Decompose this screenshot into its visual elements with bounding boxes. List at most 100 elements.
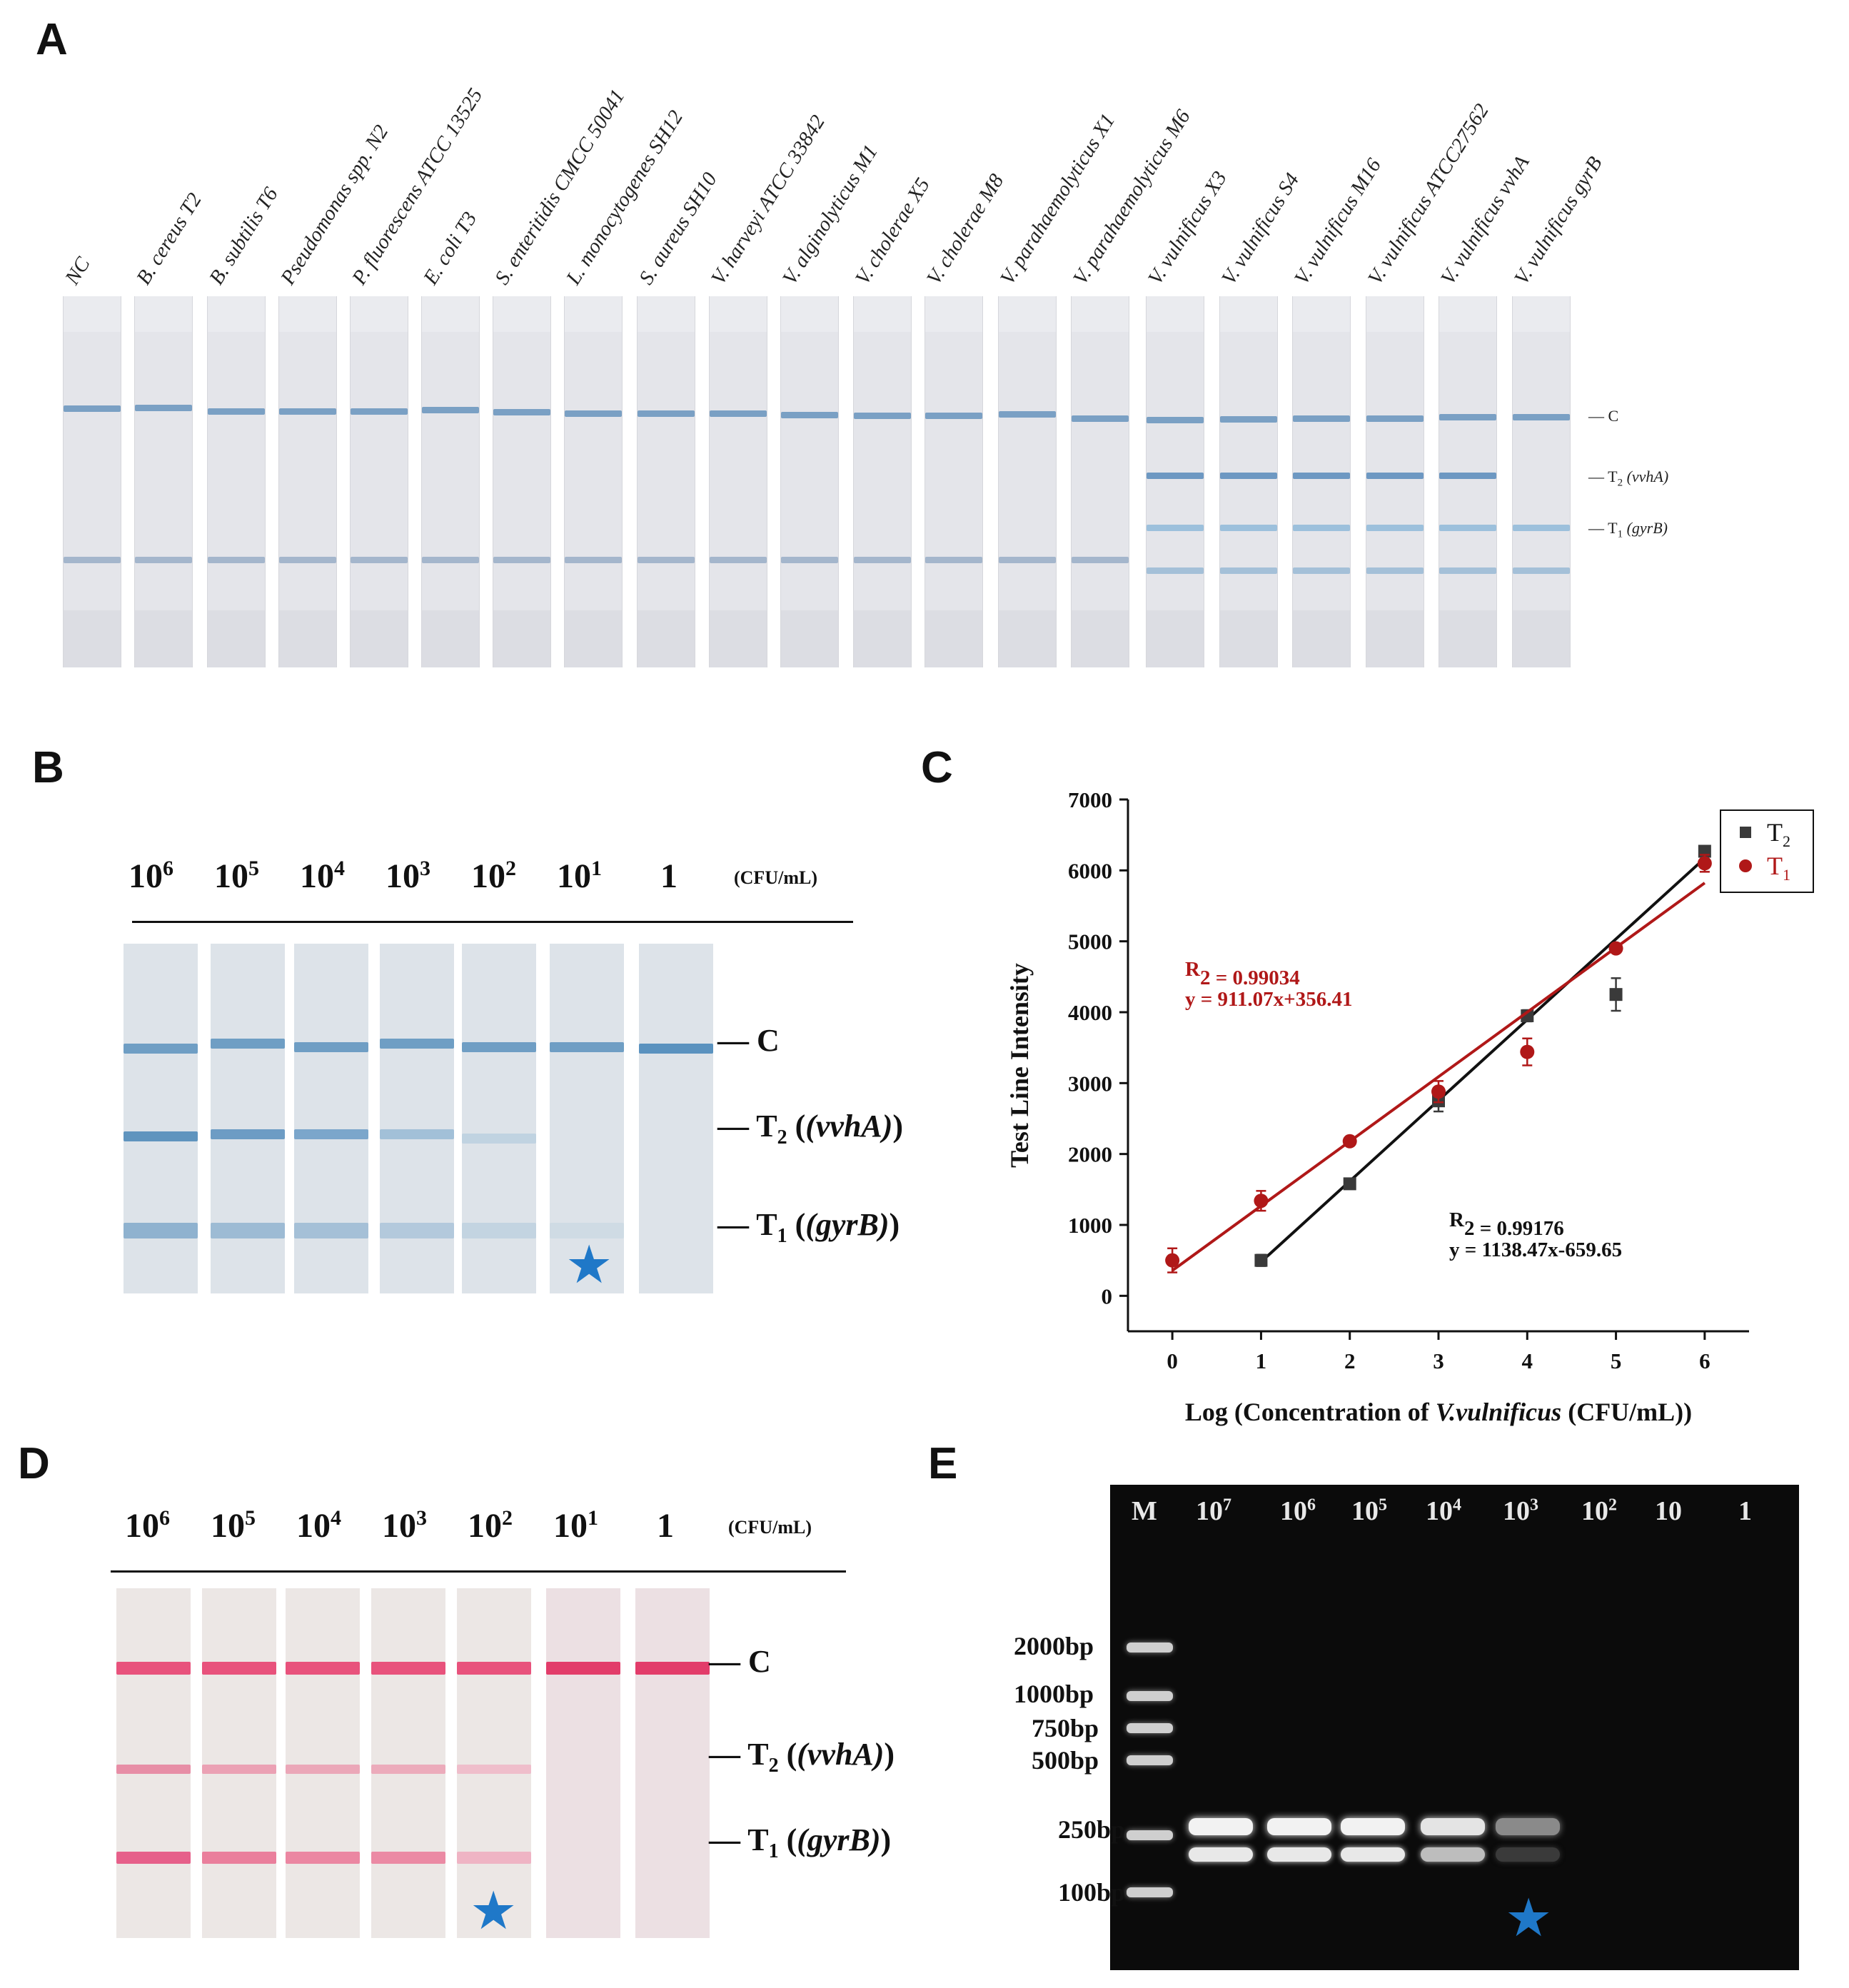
test-line-t1 bbox=[493, 557, 550, 563]
control-line bbox=[781, 412, 838, 418]
test-line-t1 bbox=[638, 557, 695, 563]
product-band-upper bbox=[1189, 1818, 1253, 1835]
header-base: 10 bbox=[468, 1507, 502, 1545]
control-line bbox=[639, 1044, 713, 1054]
ladder-label: 1000bp bbox=[1014, 1680, 1094, 1708]
ladder-band bbox=[1127, 1643, 1173, 1653]
test-line-t1 bbox=[1293, 567, 1350, 574]
strip-top bbox=[351, 296, 408, 332]
test-line-t1 bbox=[422, 557, 479, 563]
gel-lane-label: 107 bbox=[1196, 1495, 1231, 1527]
product-band-lower bbox=[1496, 1847, 1560, 1862]
panel-b-strip bbox=[639, 944, 713, 1293]
test-line-t1 bbox=[999, 557, 1056, 563]
fit-line-series-0 bbox=[1260, 857, 1706, 1263]
lane-base: 10 bbox=[1655, 1496, 1682, 1526]
ladder-band bbox=[1127, 1830, 1173, 1840]
strip-top bbox=[638, 296, 695, 332]
test-line-t2 bbox=[1366, 473, 1424, 479]
panel-b-header-rule bbox=[132, 921, 853, 923]
strip-pad bbox=[208, 610, 265, 667]
panel-a-strip bbox=[637, 296, 695, 667]
strip-pad bbox=[1147, 610, 1204, 667]
lane-base: 10 bbox=[1503, 1496, 1530, 1526]
test-line-t2 bbox=[294, 1129, 368, 1139]
strip-pad bbox=[493, 610, 550, 667]
panel-d-unit: (CFU/mL) bbox=[728, 1517, 812, 1538]
panel-a-strip-label: S. enteritidis CMCC 50041 bbox=[490, 85, 630, 289]
control-line bbox=[493, 409, 550, 415]
r2-text: R2 = 0.99176 bbox=[1449, 1209, 1564, 1240]
panelD-header: 103 bbox=[382, 1506, 427, 1545]
r2-value: 2 = 0.99176 bbox=[1464, 1217, 1564, 1240]
gel-lane-label: 106 bbox=[1280, 1495, 1316, 1527]
panel-b-star-icon: ★ bbox=[565, 1234, 613, 1296]
control-line bbox=[211, 1039, 285, 1049]
test-line-t1 bbox=[380, 1223, 454, 1238]
panel-b-strip bbox=[380, 944, 454, 1293]
test-line-t2 bbox=[457, 1765, 531, 1774]
panel-a-strip-label: V. cholerae X5 bbox=[851, 173, 934, 289]
panel-c-chart: 0 1000 2000 3000 4000 5000 6000 7000 0 1 2 3 4 5 6 Test… bbox=[1005, 787, 1814, 1426]
control-line bbox=[1293, 415, 1350, 422]
control-line bbox=[371, 1662, 445, 1675]
strip-top bbox=[1293, 296, 1350, 332]
header-exp: 4 bbox=[331, 1506, 341, 1530]
control-line bbox=[116, 1662, 191, 1675]
panelB-header: 1 bbox=[660, 857, 677, 896]
strip-top bbox=[493, 296, 550, 332]
lane-base: 10 bbox=[1196, 1496, 1223, 1526]
product-band-upper bbox=[1267, 1818, 1331, 1835]
x-tick-label: 5 bbox=[1611, 1348, 1622, 1373]
panel-a-strip bbox=[1071, 296, 1129, 667]
ladder-label: 250bp bbox=[1058, 1815, 1126, 1844]
test-line-t1 bbox=[371, 1852, 445, 1864]
y-tick-label: 0 bbox=[1102, 1283, 1113, 1308]
control-line bbox=[64, 405, 121, 412]
test-line-t1 bbox=[781, 557, 838, 563]
x-label-prefix: Log (Concentration of bbox=[1185, 1398, 1436, 1426]
panel-d-header-rule bbox=[111, 1570, 846, 1573]
panel-d-strip bbox=[546, 1588, 620, 1938]
test-line-t1 bbox=[202, 1852, 276, 1864]
control-line bbox=[1513, 414, 1570, 420]
control-line bbox=[124, 1044, 198, 1054]
x-tick-label: 0 bbox=[1167, 1348, 1178, 1373]
legend-marker-t2 bbox=[1740, 827, 1751, 838]
lane-exp: 5 bbox=[1379, 1495, 1387, 1515]
test-line-t1 bbox=[208, 557, 265, 563]
legend-label-t2: T2 bbox=[1767, 818, 1790, 850]
header-base: 1 bbox=[657, 1507, 674, 1545]
strip-pad bbox=[638, 610, 695, 667]
x-tick-label: 6 bbox=[1699, 1348, 1711, 1373]
header-exp: 1 bbox=[591, 857, 602, 880]
panel-letter-c: C bbox=[921, 743, 953, 792]
panel-a-strip-label: S. aureus SH10 bbox=[635, 168, 722, 289]
r2-label: R bbox=[1185, 958, 1201, 981]
panel-a-strip bbox=[853, 296, 912, 667]
data-point-t1 bbox=[1697, 856, 1712, 871]
test-line-t2 bbox=[202, 1765, 276, 1774]
test-line-t2 bbox=[116, 1765, 191, 1774]
panel-a-strip bbox=[278, 296, 337, 667]
panel-b-unit: (CFU/mL) bbox=[734, 867, 817, 888]
test-line-t2 bbox=[124, 1131, 198, 1141]
panel-a-strip bbox=[1512, 296, 1571, 667]
test-line-t1 bbox=[135, 557, 192, 563]
panel-a-strip-label: B. subtilis T6 bbox=[205, 183, 283, 289]
ladder-band bbox=[1127, 1887, 1173, 1897]
header-exp: 4 bbox=[334, 857, 345, 880]
test-line-t1 bbox=[116, 1852, 191, 1864]
panel-b-strip bbox=[462, 944, 536, 1293]
strip-pad bbox=[925, 610, 982, 667]
y-tick-label: 3000 bbox=[1068, 1071, 1112, 1096]
test-line-t1 bbox=[1513, 567, 1570, 574]
test-line-t1 bbox=[925, 557, 982, 563]
test-line-t2 bbox=[286, 1765, 360, 1774]
strip-top bbox=[1513, 296, 1570, 332]
test-line-t1-strong bbox=[1293, 525, 1350, 531]
panelB-header: 103 bbox=[386, 857, 430, 896]
panel-a-strip bbox=[421, 296, 480, 667]
